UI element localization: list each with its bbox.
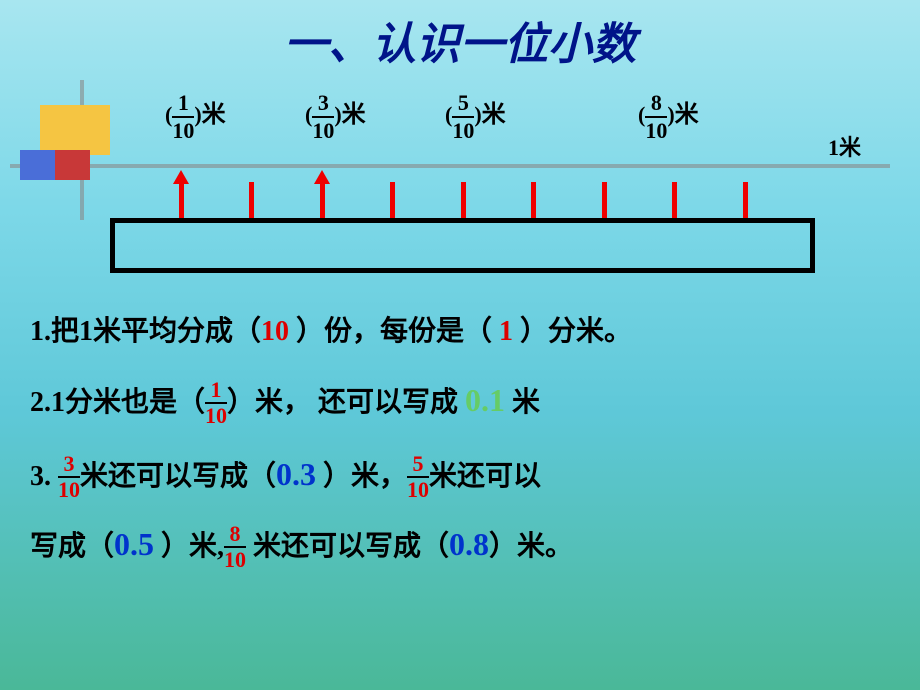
ruler-tick [249,182,254,218]
q3-line2-mid1: ）米, [154,531,224,562]
q3-answer-1: 0.3 [276,456,316,492]
decor-red [55,150,90,180]
q3-prefix: 3. [30,461,58,492]
q3-fraction-2: 510 [407,453,429,501]
q3-suffix1: 米还可以 [429,461,541,492]
ruler-arrow-tick [320,182,325,218]
question-3-line-1: 3. 310米还可以写成（0.3 ）米，510米还可以 [30,452,541,503]
q2-prefix: 2.1分米也是（ [30,387,205,418]
q3-line2-mid2: 米还可以写成（ [246,531,449,562]
ruler-fraction-label: (510)米 [445,92,506,142]
one-meter-label: 1米 [828,130,861,162]
q3-line2-suffix: ）米。 [489,531,573,562]
q3-answer-2: 0.5 [114,526,154,562]
q2-suffix: 米 [505,387,540,418]
ruler-fraction-label: (110)米 [165,92,226,142]
question-2: 2.1分米也是（110）米， 还可以写成 0.1 米 [30,378,540,429]
question-3-line-2: 写成（0.5 ）米,810 米还可以写成（0.8）米。 [30,522,573,573]
q3-fraction-3: 810 [224,523,246,571]
q1-prefix: 1.把1米平均分成（ [30,316,261,347]
q2-mid: ）米， 还可以写成 [227,387,465,418]
q1-answer-1: 10 [261,316,289,347]
ruler-fraction-label: (310)米 [305,92,366,142]
q2-fraction: 110 [205,379,227,427]
ruler-box [110,218,815,273]
ruler-tick [461,182,466,218]
q1-suffix: ）分米。 [513,316,632,347]
q1-mid: ）份，每份是（ [289,316,499,347]
ruler-tick [672,182,677,218]
q3-fraction-1: 310 [58,453,80,501]
ruler [110,168,815,278]
ruler-tick [602,182,607,218]
q3-mid1: 米还可以写成（ [80,461,276,492]
ruler-tick [390,182,395,218]
page-title: 一、认识一位小数 [0,0,920,72]
decor-yellow [40,105,110,155]
ruler-arrow-tick [179,182,184,218]
q3-line2-prefix: 写成（ [30,531,114,562]
ruler-tick [743,182,748,218]
q3-answer-3: 0.8 [449,526,489,562]
q2-answer: 0.1 [465,382,505,418]
ruler-tick [531,182,536,218]
ruler-fraction-label: (810)米 [638,92,699,142]
q1-answer-2: 1 [499,316,513,347]
question-1: 1.把1米平均分成（10 ）份，每份是（ 1 ）分米。 [30,312,632,351]
q3-mid2: ）米， [316,461,407,492]
